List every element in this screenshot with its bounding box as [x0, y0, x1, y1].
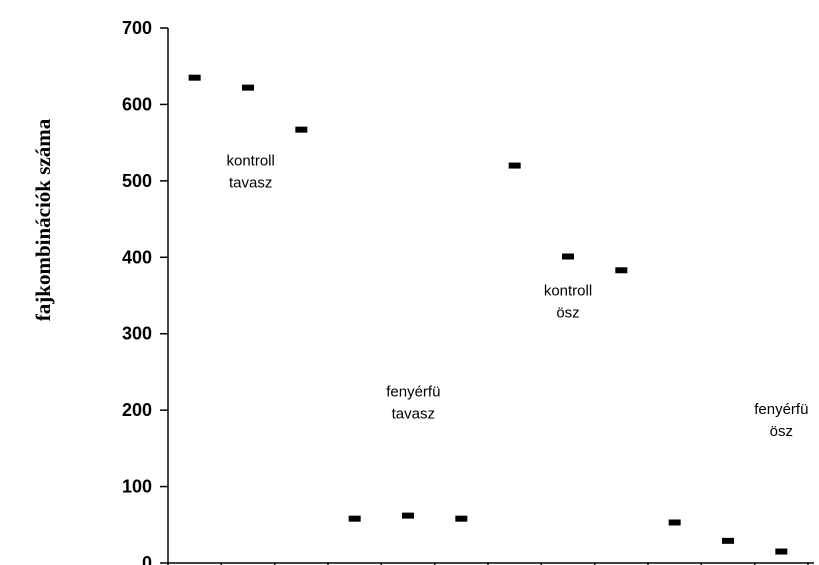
annotation-label: kontroll tavasz	[226, 153, 274, 192]
data-point	[615, 267, 628, 274]
data-point	[348, 515, 361, 522]
data-point	[455, 515, 468, 522]
data-point	[508, 162, 521, 169]
y-ticks: 0 100 200 300 400 500 600 700	[122, 18, 168, 565]
annotation-label: fenyérfü tavasz	[386, 383, 440, 422]
x-ticks	[220, 563, 809, 565]
y-tick-label: 200	[122, 400, 152, 420]
data-point	[188, 74, 201, 81]
y-tick-label: 0	[142, 553, 152, 565]
data-point	[295, 126, 308, 133]
data-point	[668, 519, 681, 526]
y-tick-label: 300	[122, 324, 152, 344]
y-tick-label: 400	[122, 247, 152, 267]
data-point	[775, 548, 788, 555]
y-tick-label: 500	[122, 171, 152, 191]
annotation-label: kontroll ösz	[544, 283, 592, 322]
data-point	[402, 512, 414, 519]
y-tick-label: 100	[122, 477, 152, 497]
y-tick-label: 600	[122, 94, 152, 114]
data-point	[242, 84, 254, 91]
annotation-label: fenyérfü ösz	[754, 401, 808, 440]
y-tick-label: 700	[122, 18, 152, 38]
data-point	[562, 253, 574, 260]
data-point	[722, 537, 734, 544]
annotations: kontroll tavasz fenyérfü tavasz kontroll ösz f…	[226, 153, 808, 440]
data-points	[188, 74, 788, 555]
y-axis-label: fajkombinációk száma	[31, 118, 55, 321]
